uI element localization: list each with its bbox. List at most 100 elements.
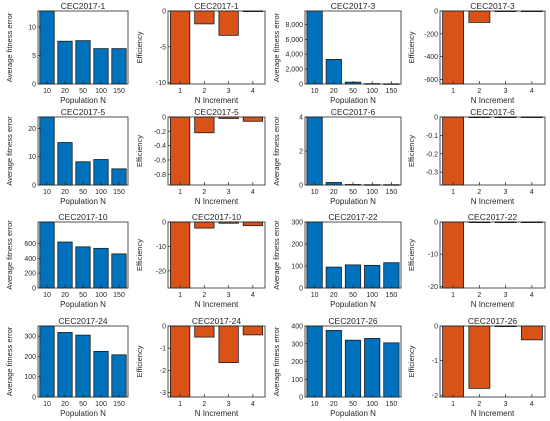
x-tick-label: 4 <box>251 401 255 408</box>
chart-panel: 0 5 10 10 20 50 100 150 CEC2017-1 Population N Ave… <box>5 1 129 105</box>
y-tick-label: 0 <box>32 286 36 293</box>
bar <box>306 325 323 398</box>
chart-title: CEC2017-10 <box>58 212 107 222</box>
x-tick-label: 100 <box>366 189 378 196</box>
x-tick-label: 1 <box>178 88 182 95</box>
x-tick-label: 1 <box>451 189 455 196</box>
x-tick-label: 2 <box>202 88 206 95</box>
axes-box <box>167 10 266 85</box>
y-tick-label: -2 <box>160 368 166 375</box>
bar <box>218 10 239 36</box>
bar <box>442 325 465 398</box>
bar <box>111 253 127 289</box>
axes-box <box>439 325 546 398</box>
x-tick-label: 3 <box>227 401 231 408</box>
bar <box>75 161 91 186</box>
bar <box>39 116 55 186</box>
axes-box <box>439 10 546 85</box>
x-tick-label: 20 <box>330 292 338 299</box>
y-tick-label: 5 <box>32 53 36 60</box>
y-tick-label: 0 <box>434 220 438 227</box>
x-tick-label: 3 <box>504 88 508 95</box>
bar <box>194 221 215 229</box>
y-tick-label: -20 <box>428 284 438 291</box>
bar <box>170 10 191 85</box>
x-axis-label: Population N <box>330 409 376 418</box>
x-tick-label: 10 <box>311 88 319 95</box>
bar <box>218 325 239 364</box>
bar <box>93 350 109 398</box>
x-tick-label: 20 <box>330 88 338 95</box>
x-tick-label: 50 <box>79 88 87 95</box>
chart-panel: 0 2 4 10 20 50 100 150 CEC2017-6 Population N Aver… <box>272 107 402 206</box>
x-tick-label: 100 <box>95 401 107 408</box>
y-tick-label: 0 <box>162 9 166 16</box>
y-tick-label: 0 <box>299 395 303 402</box>
chart-title: CEC2017-1 <box>194 1 239 11</box>
y-tick-label: 2 <box>299 149 303 156</box>
bar <box>111 48 127 85</box>
bar <box>57 332 73 398</box>
chart-panel: -0.8 -0.6 -0.4 -0.2 0 1 2 3 4 CEC2017-5 N Incremen… <box>135 107 266 206</box>
x-tick-label: 150 <box>113 88 125 95</box>
x-axis-label: Population N <box>60 96 106 105</box>
bar <box>325 330 342 398</box>
x-tick-label: 1 <box>178 401 182 408</box>
x-tick-label: 50 <box>79 292 87 299</box>
x-tick-label: 4 <box>251 292 255 299</box>
x-tick-label: 50 <box>349 401 357 408</box>
x-tick-label: 20 <box>61 292 69 299</box>
y-axis-label: Efficiency <box>135 239 144 271</box>
x-tick-label: 50 <box>349 189 357 196</box>
bar <box>383 342 400 398</box>
bar <box>242 221 263 227</box>
axes-box <box>167 221 266 289</box>
x-tick-label: 150 <box>386 189 398 196</box>
y-tick-label: -400 <box>424 54 438 61</box>
y-axis-label: Efficiency <box>407 345 416 377</box>
y-tick-label: -600 <box>424 77 438 84</box>
bar <box>344 264 362 289</box>
chart-panel: 0 200 400 600 10 20 50 100 150 CEC2017-10 Populati… <box>5 212 129 309</box>
y-tick-label: 0 <box>299 183 303 190</box>
x-axis-label: N Increment <box>195 300 239 309</box>
y-tick-label: -10 <box>156 244 166 251</box>
x-tick-label: 3 <box>504 189 508 196</box>
y-tick-label: 400 <box>291 324 303 331</box>
bar <box>520 325 543 341</box>
axes-box <box>167 325 266 398</box>
axes-box <box>439 221 546 289</box>
bar <box>57 40 73 85</box>
chart-panel: -2 -1 0 1 2 3 4 CEC2017-26 N Increment Efficiency <box>407 316 546 418</box>
x-tick-label: 4 <box>530 401 534 408</box>
bar <box>306 116 323 186</box>
chart-title: CEC2017-24 <box>58 316 107 326</box>
x-tick-label: 1 <box>178 189 182 196</box>
y-axis-label: Average fitness error <box>5 220 14 290</box>
bar <box>170 116 191 186</box>
y-axis-label: Average fitness error <box>5 326 14 396</box>
x-axis-label: Population N <box>60 300 106 309</box>
x-tick-label: 100 <box>95 292 107 299</box>
x-tick-label: 10 <box>43 88 51 95</box>
x-tick-label: 2 <box>202 292 206 299</box>
x-axis-label: N Increment <box>471 300 515 309</box>
x-tick-label: 1 <box>451 88 455 95</box>
bar <box>194 116 215 134</box>
x-tick-label: 2 <box>202 401 206 408</box>
y-tick-label: 0 <box>32 183 36 190</box>
y-tick-label: 10 <box>28 154 36 161</box>
x-tick-label: 2 <box>477 401 481 408</box>
x-tick-label: 10 <box>311 292 319 299</box>
y-tick-label: -10 <box>156 80 166 87</box>
bar <box>170 325 191 398</box>
x-tick-label: 4 <box>530 189 534 196</box>
x-tick-label: 4 <box>251 88 255 95</box>
bar <box>194 325 215 338</box>
chart-panel: 0 10 20 10 20 50 100 150 CEC2017-5 Population N Av… <box>5 107 129 206</box>
y-tick-label: 0 <box>162 324 166 331</box>
chart-title: CEC2017-3 <box>331 1 376 11</box>
x-tick-label: 20 <box>61 189 69 196</box>
y-tick-label: 200 <box>24 354 36 361</box>
y-axis-label: Average fitness error <box>272 220 281 290</box>
